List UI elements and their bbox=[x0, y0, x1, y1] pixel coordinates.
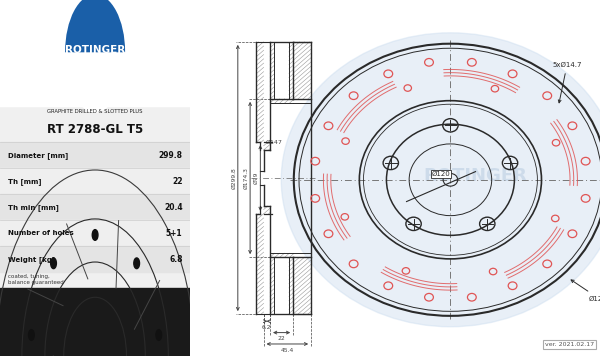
Bar bbox=[0, 246, 190, 272]
Text: Weight [kg]: Weight [kg] bbox=[8, 256, 55, 263]
Circle shape bbox=[50, 258, 56, 269]
Bar bbox=[0, 288, 190, 356]
Text: ROTINGER: ROTINGER bbox=[65, 45, 125, 55]
Text: 22: 22 bbox=[172, 177, 182, 186]
Text: 6.2: 6.2 bbox=[262, 325, 272, 330]
Text: Ø120: Ø120 bbox=[431, 171, 451, 177]
Text: Ø299.8: Ø299.8 bbox=[231, 167, 236, 189]
Text: Number of holes: Number of holes bbox=[8, 230, 73, 236]
Text: 5xØ14.7: 5xØ14.7 bbox=[552, 62, 582, 103]
Text: 6.8: 6.8 bbox=[169, 255, 182, 264]
Circle shape bbox=[156, 330, 161, 340]
Text: GRAPHITE DRILLED & SLOTTED PLUS: GRAPHITE DRILLED & SLOTTED PLUS bbox=[47, 109, 143, 114]
Wedge shape bbox=[65, 0, 125, 52]
Bar bbox=[0, 168, 190, 194]
Bar bbox=[0, 105, 190, 356]
Text: 22: 22 bbox=[278, 336, 286, 341]
Circle shape bbox=[92, 230, 98, 240]
Text: ROTINGER: ROTINGER bbox=[423, 167, 527, 185]
Text: RT 2788-GL T5: RT 2788-GL T5 bbox=[47, 123, 143, 136]
Text: Ø174.3: Ø174.3 bbox=[244, 167, 248, 189]
Text: ver. 2021.02.17: ver. 2021.02.17 bbox=[545, 342, 594, 347]
Text: Ø79: Ø79 bbox=[254, 172, 259, 184]
Text: 45.4: 45.4 bbox=[281, 347, 294, 352]
Text: ®: ® bbox=[119, 7, 126, 12]
Circle shape bbox=[281, 33, 600, 327]
Wedge shape bbox=[71, 66, 119, 112]
Text: Diameter [mm]: Diameter [mm] bbox=[8, 152, 68, 159]
Text: 20.4: 20.4 bbox=[164, 203, 182, 212]
Text: Ø12.7: Ø12.7 bbox=[571, 280, 600, 302]
Text: coated, tuning,
balance guaranteed: coated, tuning, balance guaranteed bbox=[8, 274, 64, 285]
Text: Th [mm]: Th [mm] bbox=[8, 178, 41, 185]
Bar bbox=[0, 142, 190, 168]
Circle shape bbox=[29, 330, 34, 340]
Bar bbox=[0, 220, 190, 246]
Circle shape bbox=[134, 258, 140, 269]
Text: 299.8: 299.8 bbox=[158, 151, 182, 160]
Circle shape bbox=[64, 0, 127, 110]
Text: Th min [mm]: Th min [mm] bbox=[8, 204, 58, 211]
Bar bbox=[0, 194, 190, 220]
Text: 5+1: 5+1 bbox=[166, 229, 182, 238]
Text: Ø147: Ø147 bbox=[266, 140, 283, 145]
